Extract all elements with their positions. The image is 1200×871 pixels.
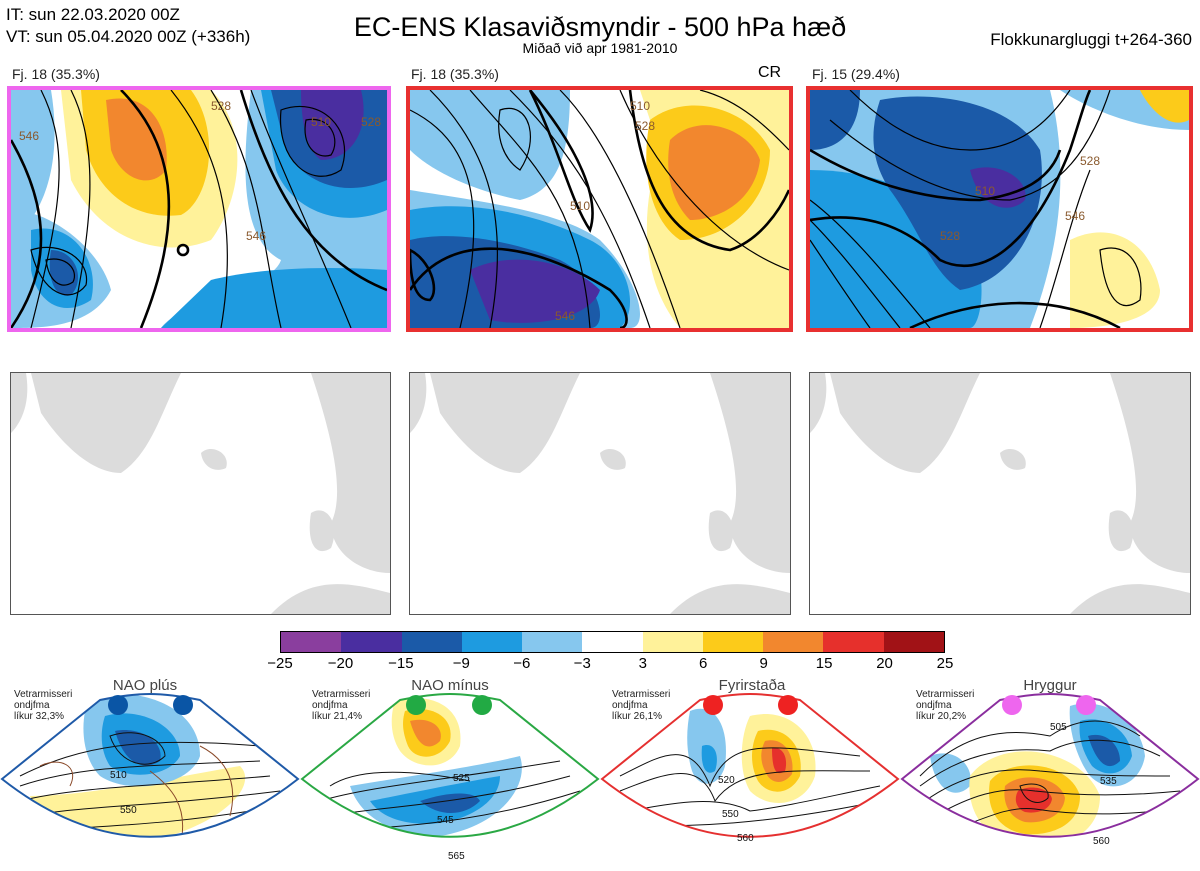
- colorbar-tick: 9: [759, 655, 768, 672]
- contour-label: 510: [311, 115, 331, 129]
- valid-time: VT: sun 05.04.2020 00Z (+336h): [6, 27, 251, 46]
- empty-map-3: [809, 372, 1191, 615]
- regime-map: 520 550 560: [600, 693, 900, 844]
- header-dates: IT: sun 22.03.2020 00Z VT: sun 05.04.202…: [6, 4, 250, 48]
- contour-label: 560: [737, 833, 754, 844]
- coastline-graphic: [11, 373, 390, 614]
- regime-dot: [472, 695, 492, 715]
- colorbar-tick: −20: [327, 655, 354, 672]
- colorbar-tick: 6: [699, 655, 708, 672]
- colorbar-tick: −6: [513, 655, 531, 672]
- contour-label: 550: [120, 805, 137, 816]
- colorbar-tick: −9: [452, 655, 470, 672]
- contour-label: 505: [1050, 722, 1067, 733]
- regime-title: Fyrirstaða: [718, 677, 786, 694]
- panel-1-label: Fj. 18 (35.3%): [12, 66, 100, 82]
- colorbar-swatch: [763, 632, 824, 652]
- colorbar-swatch: [883, 632, 944, 652]
- contour-label: 528: [361, 115, 381, 129]
- regime-note: Vetrarmisseri ondjfma líkur 32,3%: [14, 689, 73, 722]
- panel-3-label: Fj. 15 (29.4%): [812, 66, 900, 82]
- page-subtitle: Miðað við apr 1981-2010: [522, 40, 678, 56]
- colorbar-tick: 25: [936, 655, 954, 672]
- contour-label: 528: [1080, 154, 1100, 168]
- regime-dot: [406, 695, 426, 715]
- regime-title: Hryggur: [1023, 677, 1077, 694]
- colorbar-ticks: −25 −20 −15 −9 −6 −3 3 6 9 15 20 25: [267, 655, 953, 675]
- cluster-map-1[interactable]: 546 528 546 510 528: [7, 86, 391, 332]
- regime-frame: [900, 693, 1200, 838]
- contour-label: 560: [1093, 836, 1110, 847]
- empty-map-2: [409, 372, 791, 615]
- coastline-graphic: [810, 373, 1190, 614]
- colorbar-tick: −25: [267, 655, 293, 672]
- regime-dot: [173, 695, 193, 715]
- regime-map: 510 550: [0, 693, 300, 838]
- colorbar-tick: 20: [876, 655, 893, 672]
- coastline-graphic: [410, 373, 790, 614]
- regime-blocking[interactable]: Fyrirstaða Vetrarmisseri ondjfma líkur 2…: [600, 676, 900, 871]
- regime-note: Vetrarmisseri ondjfma líkur 20,2%: [916, 689, 975, 722]
- colorbar-tick: −3: [573, 655, 591, 672]
- contour-label: 546: [1065, 209, 1085, 223]
- colorbar-swatch: [522, 632, 583, 652]
- contour-label: 528: [635, 119, 655, 133]
- colorbar-swatch: [642, 632, 703, 652]
- colorbar-swatch: [281, 632, 342, 652]
- regime-dot: [1002, 695, 1022, 715]
- colorbar-tick: −15: [388, 655, 414, 672]
- cluster-map-3-graphic: 510 528 546 528: [810, 90, 1189, 328]
- regime-title: NAO plús: [112, 677, 178, 694]
- regime-frame: [300, 693, 600, 838]
- regime-ridge[interactable]: Hryggur Vetrarmisseri ondjfma líkur 20,2…: [900, 676, 1200, 871]
- colorbar-swatch: [341, 632, 402, 652]
- cluster-map-2[interactable]: 510 510 528 546: [406, 86, 793, 332]
- regime-nao-minus[interactable]: NAO mínus Vetrarmisseri ondjfma líkur 21…: [300, 676, 600, 871]
- regime-dot: [778, 695, 798, 715]
- contour-label: 565: [448, 851, 465, 862]
- contour-label: 510: [975, 184, 995, 198]
- regime-map: 525 545 565: [300, 693, 600, 862]
- colorbar-swatch: [823, 632, 884, 652]
- page-title: EC-ENS Klasaviðsmyndir - 500 hPa hæð: [353, 12, 847, 42]
- panel-2-tag: CR: [758, 64, 782, 81]
- regime-map: 505 535 560: [900, 693, 1200, 847]
- contour-label: 546: [19, 129, 39, 143]
- contour-label: 535: [1100, 776, 1117, 787]
- colorbar-swatch: [582, 632, 643, 652]
- contour-label: 528: [211, 99, 231, 113]
- initial-time: IT: sun 22.03.2020 00Z: [6, 5, 180, 24]
- cluster-map-2-graphic: 510 510 528 546: [410, 90, 789, 328]
- cluster-map-1-graphic: 546 528 546 510 528: [11, 90, 387, 328]
- colorbar-swatch: [702, 632, 764, 652]
- classification-window: Flokkunargluggi t+264-360: [990, 30, 1192, 49]
- contour-label: 520: [718, 775, 735, 786]
- contour-label: 510: [570, 199, 590, 213]
- regime-dot: [1076, 695, 1096, 715]
- contour-label: 550: [722, 809, 739, 820]
- contour-label: 546: [246, 229, 266, 243]
- regime-frame: [600, 693, 900, 838]
- regime-frame: [0, 693, 300, 838]
- colorbar: [280, 631, 945, 653]
- contour-label: 545: [437, 815, 454, 826]
- cluster-map-3[interactable]: 510 528 546 528: [806, 86, 1193, 332]
- regime-nao-plus[interactable]: NAO plús Vetrarmisseri ondjfma líkur 32,…: [0, 676, 300, 871]
- contour-label: 546: [555, 309, 575, 323]
- regime-dot: [703, 695, 723, 715]
- panel-2-label: Fj. 18 (35.3%): [411, 66, 499, 82]
- colorbar-tick: 3: [638, 655, 647, 672]
- colorbar-tick: 15: [815, 655, 833, 672]
- contour-label: 525: [453, 773, 470, 784]
- empty-map-1: [10, 372, 391, 615]
- contour-label: 528: [940, 229, 960, 243]
- contour-label: 510: [630, 99, 650, 113]
- regime-note: Vetrarmisseri ondjfma líkur 21,4%: [312, 689, 371, 722]
- regime-title: NAO mínus: [411, 677, 489, 694]
- colorbar-swatch: [401, 632, 462, 652]
- regime-dot: [108, 695, 128, 715]
- regime-note: Vetrarmisseri ondjfma líkur 26,1%: [612, 689, 671, 722]
- contour-label: 510: [110, 770, 127, 781]
- colorbar-swatch: [461, 632, 523, 652]
